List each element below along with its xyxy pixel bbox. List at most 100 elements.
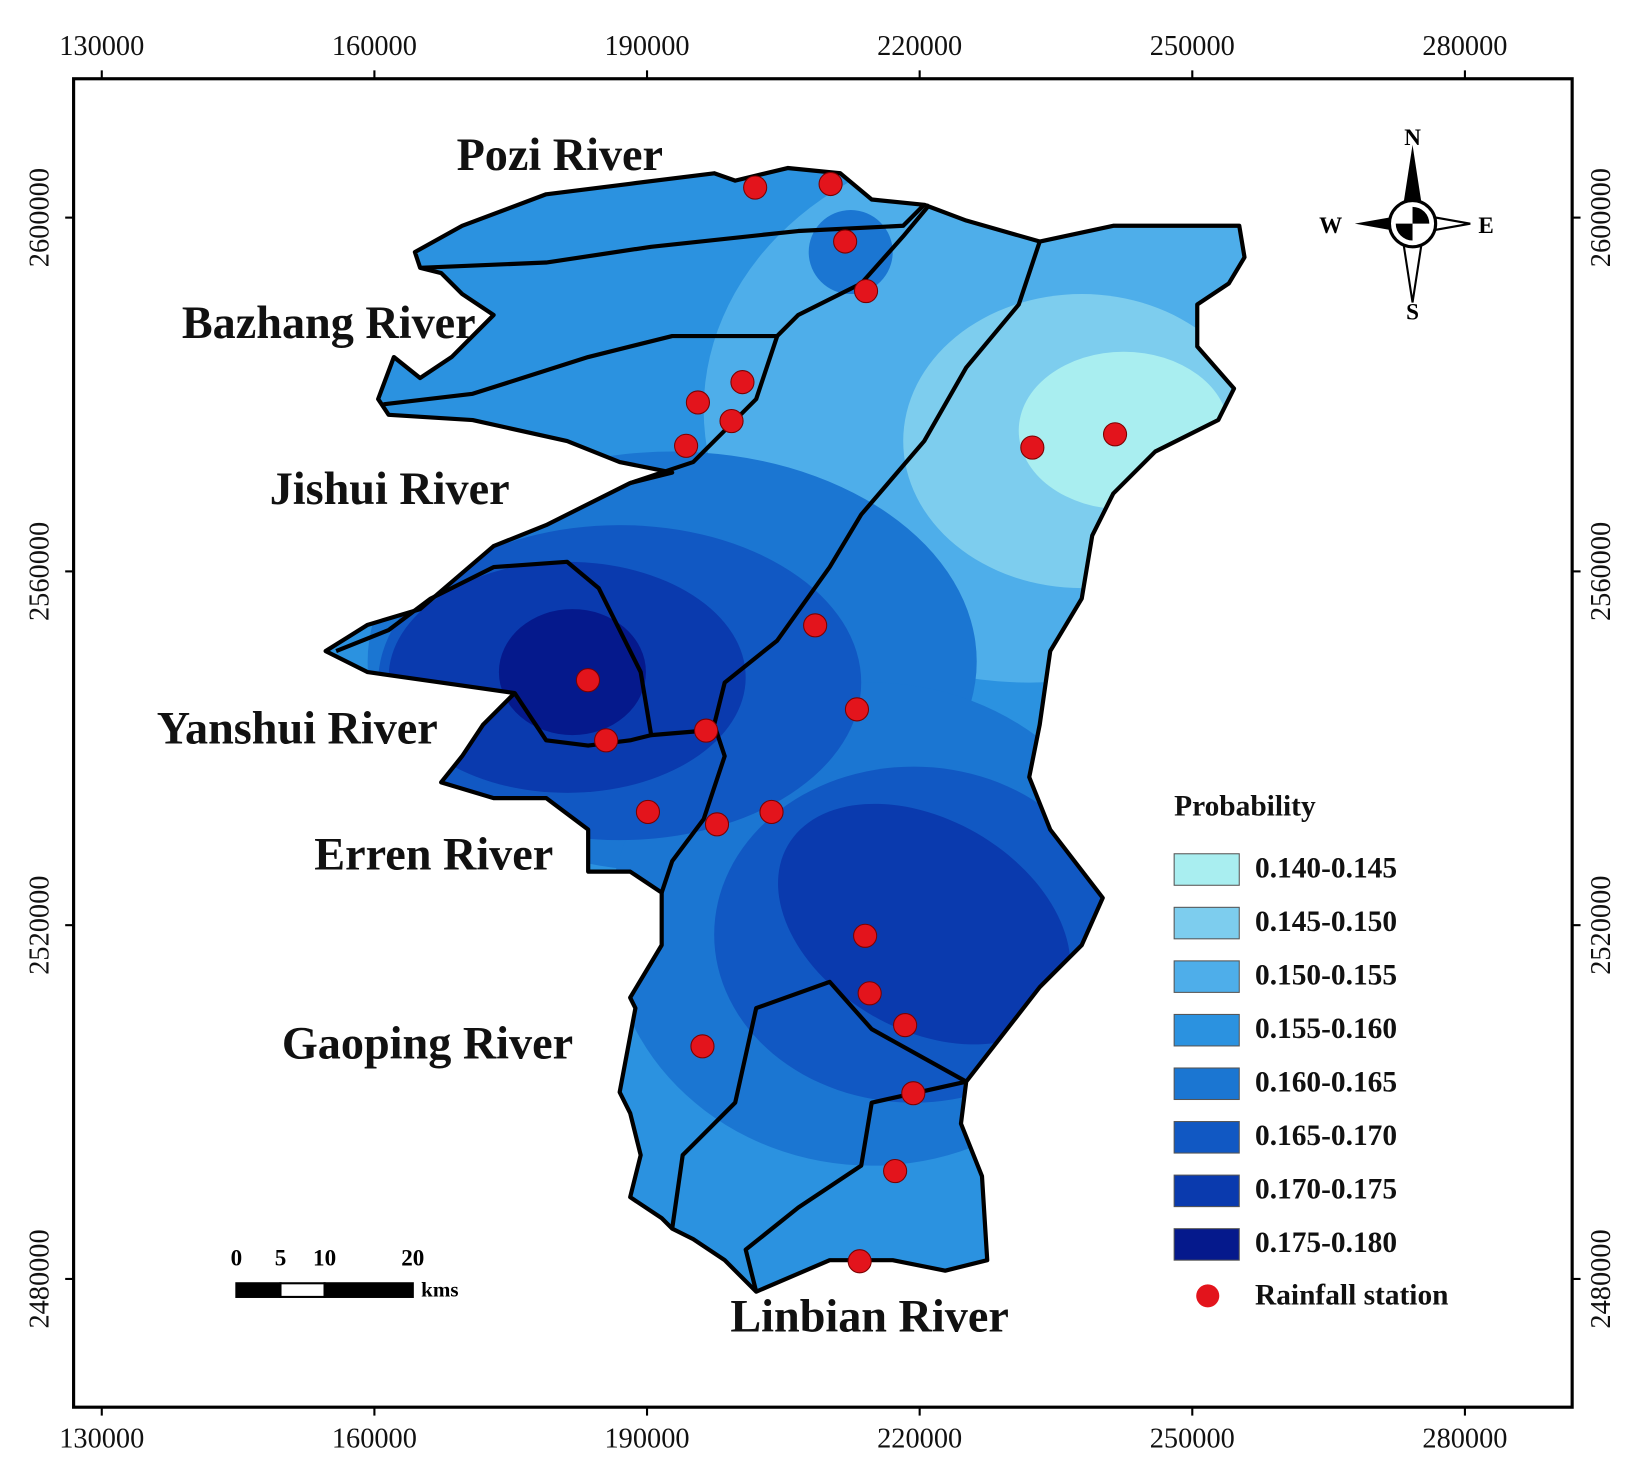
river-labels: Pozi River Bazhang River Jishui River Ya… (157, 129, 1009, 1341)
legend-station (1196, 1284, 1220, 1308)
x-tick-label: 280000 (1422, 31, 1507, 62)
river-label: Pozi River (457, 129, 663, 180)
legend-label: 0.165-0.170 (1255, 1120, 1397, 1152)
x-tick-label: 220000 (877, 31, 962, 62)
x-tick-label: 160000 (332, 31, 417, 62)
legend-swatch (1173, 1228, 1240, 1261)
river-boundaries (326, 168, 1245, 1292)
legend-label: 0.150-0.155 (1255, 959, 1397, 991)
x-tick-label: 280000 (1422, 1423, 1507, 1454)
legend-label: Rainfall station (1255, 1280, 1449, 1312)
x-tick-label: 190000 (605, 31, 690, 62)
x-tick-label: 250000 (1150, 1423, 1235, 1454)
rainfall-station (730, 370, 755, 395)
scale-label: 5 (275, 1244, 287, 1270)
y-tick-label: 2600000 (1586, 168, 1617, 267)
legend-title: Probability (1174, 790, 1316, 822)
legend-swatch (1173, 853, 1240, 886)
rainfall-station (833, 229, 858, 254)
y-tick-label: 2520000 (1586, 876, 1617, 975)
rainfall-station (901, 1081, 926, 1106)
stations (575, 171, 1128, 1274)
rainfall-station (883, 1158, 908, 1184)
legend: 0.140-0.145 0.145-0.150 0.150-0.155 0.155-0… (1173, 852, 1449, 1312)
x-tick-label: 220000 (877, 1423, 962, 1454)
rainfall-station (853, 923, 878, 948)
y-tick-label: 2560000 (1586, 522, 1617, 621)
boundary (420, 203, 926, 270)
rainfall-station (1020, 435, 1045, 460)
rainfall-station (690, 1034, 715, 1059)
compass: N S E W (1319, 124, 1494, 324)
rainfall-station (594, 728, 619, 753)
rainfall-station (1102, 422, 1128, 447)
y-tick-label: 2520000 (25, 876, 56, 975)
legend-swatch (1173, 1121, 1240, 1154)
ticks: 130000 130000 160000 160000 190000 190000 2200… (25, 31, 1618, 1454)
compass-label: S (1406, 298, 1419, 324)
x-tick-label: 160000 (332, 1423, 417, 1454)
boundary (335, 559, 654, 748)
legend-swatch (1173, 906, 1240, 940)
x-tick-label: 130000 (59, 31, 144, 62)
scale-segment (235, 1282, 282, 1298)
rainfall-station (853, 278, 879, 304)
rainfall-station (803, 613, 828, 638)
river-label: Gaoping River (282, 1018, 573, 1069)
legend-label: 0.175-0.180 (1255, 1227, 1397, 1259)
x-tick-label: 250000 (1150, 31, 1235, 62)
compass-label: W (1319, 212, 1342, 238)
rainfall-station (857, 981, 882, 1006)
compass-label: N (1404, 124, 1421, 150)
scale-bar: 0 5 10 20 kms (231, 1244, 459, 1301)
legend-swatch (1173, 1013, 1240, 1047)
y-tick-label: 2480000 (25, 1229, 56, 1328)
legend-swatch (1173, 1174, 1240, 1208)
legend-label: 0.140-0.145 (1255, 852, 1397, 884)
y-tick-label: 2560000 (25, 522, 56, 621)
legend-swatch (1173, 960, 1240, 993)
boundary (743, 1079, 967, 1293)
rainfall-station (818, 171, 843, 197)
rainfall-station (719, 408, 744, 434)
legend-label: 0.160-0.165 (1255, 1067, 1397, 1099)
rainfall-station (685, 390, 710, 415)
boundary (659, 240, 1042, 894)
rainfall-station (844, 697, 870, 722)
legend-label: 0.155-0.160 (1255, 1013, 1397, 1045)
boundary (670, 979, 968, 1229)
river-label: Erren River (314, 829, 553, 880)
scale-label: 0 (231, 1244, 243, 1270)
rainfall-station (575, 668, 601, 693)
river-label: Jishui River (270, 463, 510, 514)
scale-label: 20 (401, 1244, 424, 1270)
y-tick-label: 2480000 (1586, 1229, 1617, 1328)
x-tick-label: 130000 (59, 1423, 144, 1454)
legend-label: 0.170-0.175 (1255, 1174, 1397, 1206)
scale-unit: kms (421, 1277, 458, 1301)
legend-label: 0.145-0.150 (1255, 906, 1397, 938)
y-tick-label: 2600000 (25, 168, 56, 267)
rainfall-station (847, 1249, 872, 1274)
rainfall-station (893, 1013, 918, 1038)
compass-quadrants (1395, 206, 1430, 241)
rainfall-station (635, 799, 661, 825)
river-label: Bazhang River (182, 297, 476, 348)
rainfall-station (743, 175, 768, 200)
rainfall-station (704, 812, 730, 837)
legend-swatch (1173, 1067, 1240, 1101)
river-label: Yanshui River (157, 703, 438, 754)
rainfall-station (759, 799, 784, 825)
scale-segment (323, 1282, 414, 1298)
compass-label: E (1478, 212, 1493, 238)
zone (498, 609, 646, 736)
scale-segment (279, 1282, 326, 1298)
rainfall-station (674, 433, 699, 458)
river-label: Linbian River (730, 1291, 1008, 1342)
rainfall-station (694, 718, 719, 743)
scale-label: 10 (313, 1244, 336, 1270)
zone (778, 803, 1071, 1045)
x-tick-label: 190000 (605, 1423, 690, 1454)
